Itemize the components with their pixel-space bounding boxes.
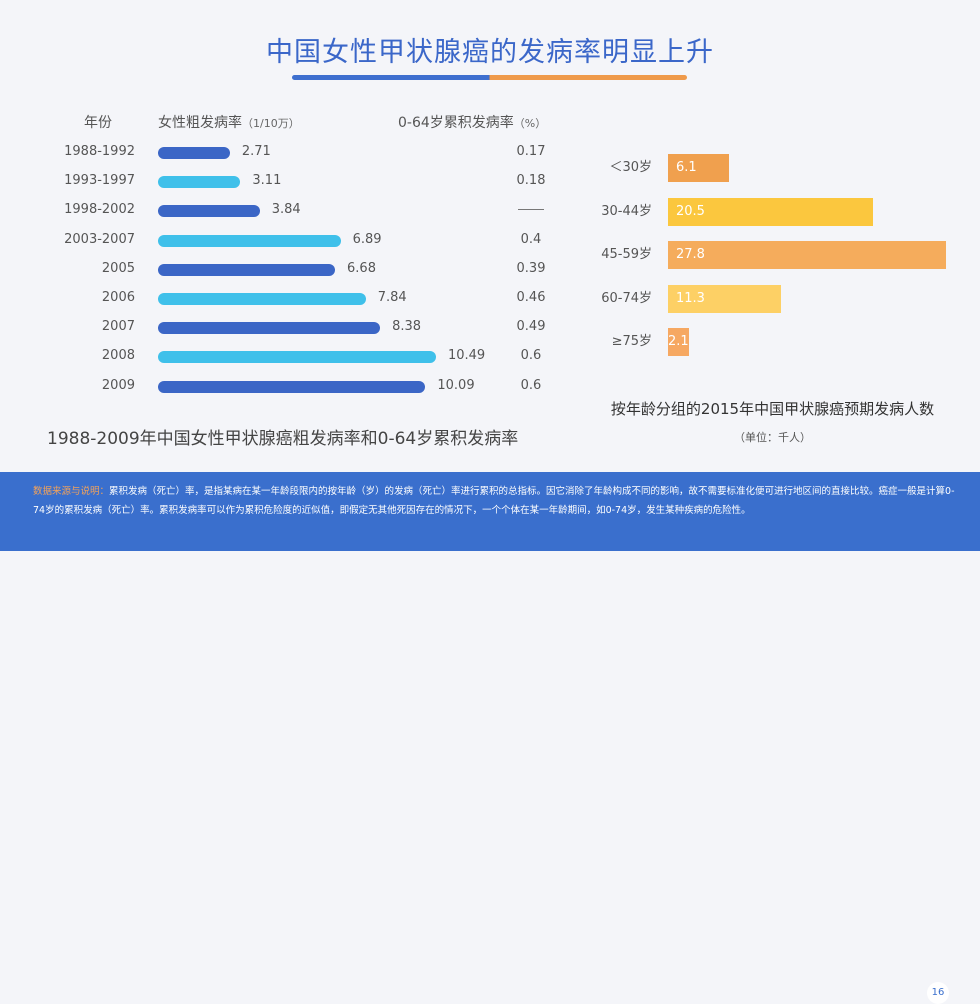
source-label: 数据来源与说明： (33, 486, 110, 497)
cum-header-unit: （%） (513, 117, 547, 130)
rate-value: 3.84 (271, 202, 301, 218)
year-label: 1998-2002 (64, 202, 135, 218)
footer-note: 数据来源与说明：累积发病（死亡）率，是指某病在某一年龄段限内的按年龄（岁）的发病… (0, 472, 980, 1004)
rate-bar (158, 293, 366, 305)
rate-bar (158, 322, 381, 335)
right-chart-caption: 按年龄分组的2015年中国甲状腺癌预期发病人数 (610, 400, 935, 418)
rate-value: 10.09 (437, 377, 475, 393)
age-value: 11.3 (676, 290, 705, 306)
age-bar: 27.8 (668, 241, 946, 269)
age-label: 60-74岁 (601, 290, 652, 306)
rate-value: 6.89 (352, 231, 382, 247)
rate-row: 1993-1997 3.11 0.18 (0, 171, 600, 191)
cum-rate-value: 0.49 (516, 319, 546, 335)
rate-row: 2009 10.09 0.6 (0, 376, 600, 396)
rate-bar (158, 205, 260, 218)
rate-row: 2008 10.49 0.6 (0, 346, 600, 366)
footer-text: 数据来源与说明：累积发病（死亡）率，是指某病在某一年龄段限内的按年龄（岁）的发病… (33, 482, 958, 520)
age-bar: 2.1 (668, 328, 689, 356)
rate-row: 1988-1992 2.71 0.17 (0, 142, 600, 162)
rate-row: 2007 8.38 0.49 (0, 317, 600, 337)
rate-value: 3.11 (252, 173, 282, 189)
age-row: 45-59岁 27.8 (560, 241, 980, 269)
cum-rate-value: 0.39 (516, 260, 546, 276)
rate-row: 1998-2002 3.84 (0, 200, 600, 220)
left-chart-caption: 1988-2009年中国女性甲状腺癌粗发病率和0-64岁累积发病率 (47, 429, 519, 449)
year-header: 年份 (84, 115, 112, 131)
cum-header: 0-64岁累积发病率（%） (398, 112, 546, 132)
rate-bar (158, 234, 341, 247)
no-data-dash (518, 209, 544, 211)
cum-rate-value: 0.46 (516, 290, 546, 305)
age-row: ＜30岁 6.1 (560, 154, 980, 182)
age-value: 2.1 (668, 334, 689, 349)
rate-bar (158, 380, 426, 393)
age-bar: 6.1 (668, 154, 729, 182)
rate-row: 2003-2007 6.89 0.4 (0, 230, 600, 250)
age-label: 30-44岁 (601, 203, 652, 219)
year-label: 2009 (101, 377, 135, 393)
year-label: 1988-1992 (64, 144, 135, 159)
rate-bar (158, 351, 436, 364)
cum-rate-value: 0.6 (520, 348, 542, 364)
rate-header: 女性粗发病率（1/10万） (158, 112, 300, 132)
cum-header-label: 0-64岁累积发病率 (398, 115, 514, 131)
title-underline (292, 75, 687, 80)
age-label: ≥75岁 (611, 334, 652, 349)
source-text: 累积发病（死亡）率，是指某病在某一年龄段限内的按年龄（岁）的发病（死亡）率进行累… (33, 486, 955, 516)
rate-header-unit: （1/10万） (242, 117, 300, 130)
rate-header-label: 女性粗发病率 (158, 115, 242, 131)
age-row: 60-74岁 11.3 (560, 284, 980, 313)
rate-value: 6.68 (347, 260, 376, 276)
age-bar: 20.5 (668, 197, 873, 226)
year-label: 2008 (101, 348, 135, 364)
year-label: 2007 (101, 319, 135, 335)
year-label: 2006 (101, 290, 135, 305)
age-row: ≥75岁 2.1 (560, 328, 980, 356)
right-chart-unit: （单位：千人） (734, 431, 811, 444)
cum-rate-value: 0.17 (516, 144, 546, 159)
rate-bar (158, 147, 230, 159)
page-title: 中国女性甲状腺癌的发病率明显上升 (266, 37, 714, 68)
rate-value: 10.49 (447, 348, 486, 364)
age-row: 30-44岁 20.5 (560, 197, 980, 226)
page-number: 16 (927, 982, 949, 1004)
rate-bar (158, 263, 336, 276)
rate-row: 2006 7.84 0.46 (0, 288, 600, 308)
year-label: 1993-1997 (64, 173, 135, 189)
age-value: 6.1 (676, 160, 697, 175)
rate-value: 8.38 (392, 319, 422, 335)
age-label: 45-59岁 (601, 247, 652, 262)
age-value: 27.8 (676, 247, 705, 262)
rate-value: 2.71 (241, 144, 271, 159)
age-bar: 11.3 (668, 284, 781, 313)
cum-rate-value: 0.4 (520, 231, 542, 247)
cum-rate-value: 0.6 (520, 377, 542, 393)
cum-rate-value: 0.18 (516, 173, 546, 189)
cum-rate-value (500, 200, 562, 220)
rate-bar (158, 176, 241, 189)
year-label: 2003-2007 (64, 231, 135, 247)
rate-row: 2005 6.68 0.39 (0, 259, 600, 279)
year-label: 2005 (101, 260, 135, 276)
age-value: 20.5 (676, 203, 705, 219)
rate-value: 7.84 (377, 290, 407, 305)
age-label: ＜30岁 (609, 160, 652, 175)
